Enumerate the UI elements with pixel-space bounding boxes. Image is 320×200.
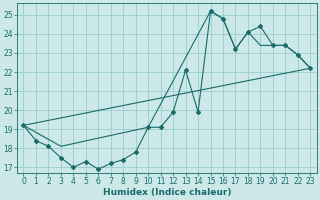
X-axis label: Humidex (Indice chaleur): Humidex (Indice chaleur) [103,188,231,197]
